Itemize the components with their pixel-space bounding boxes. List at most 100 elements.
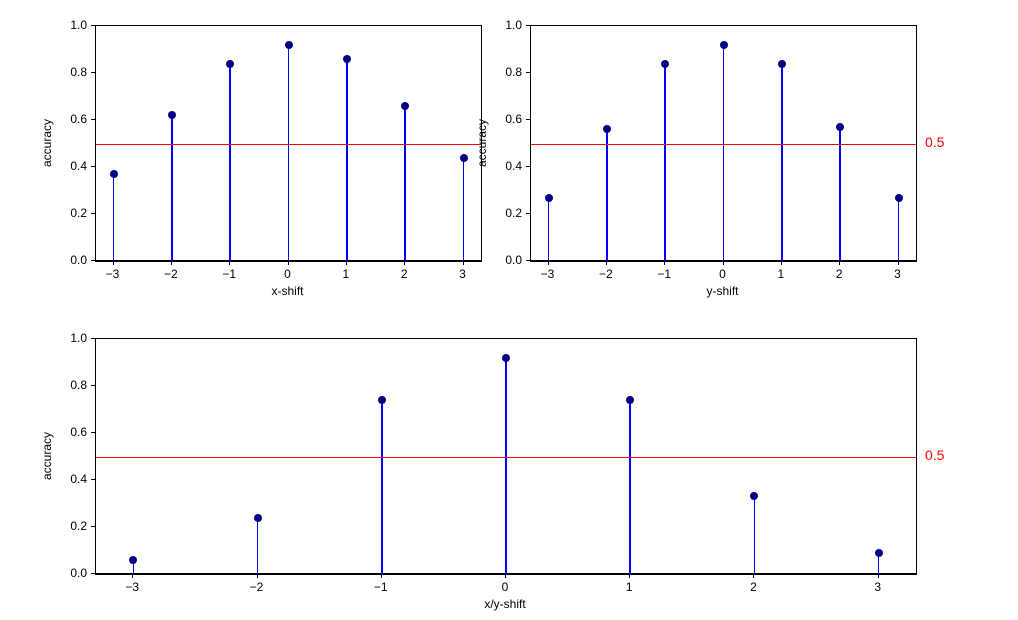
stem-line <box>257 518 259 574</box>
tick-label-x: −1 <box>222 267 236 281</box>
tick-label-x: −1 <box>374 580 388 594</box>
tick-x <box>505 574 506 578</box>
tick-y <box>91 166 95 167</box>
stem-marker <box>502 354 510 362</box>
tick-x <box>257 574 258 578</box>
tick-y <box>91 119 95 120</box>
tick-x <box>404 261 405 265</box>
stem-line <box>505 358 507 574</box>
stem-line <box>664 64 666 261</box>
stem-line <box>404 106 406 261</box>
stem-line <box>548 198 550 261</box>
stem-marker <box>254 514 262 522</box>
stem-marker <box>460 154 468 162</box>
tick-label-y: 0.8 <box>70 65 87 79</box>
tick-x <box>664 261 665 265</box>
stem-line <box>381 400 383 574</box>
stem-line <box>898 198 900 261</box>
xlabel: x/y-shift <box>484 597 525 611</box>
tick-label-x: −1 <box>657 267 671 281</box>
stem-marker <box>895 194 903 202</box>
stem-marker <box>226 60 234 68</box>
stem-line <box>723 45 725 261</box>
tick-x <box>132 574 133 578</box>
tick-label-x: 2 <box>836 267 843 281</box>
ylabel: accuracy <box>40 118 54 166</box>
tick-y <box>526 166 530 167</box>
tick-y <box>91 479 95 480</box>
tick-x <box>171 261 172 265</box>
tick-x <box>381 574 382 578</box>
subplot-top-right <box>530 25 917 262</box>
tick-x <box>629 574 630 578</box>
stem-line <box>346 59 348 261</box>
threshold-line <box>96 144 481 145</box>
tick-label-x: −2 <box>164 267 178 281</box>
tick-label-x: −3 <box>541 267 555 281</box>
stem-marker <box>778 60 786 68</box>
tick-label-x: −2 <box>599 267 613 281</box>
tick-label-y: 0.4 <box>70 472 87 486</box>
stem-marker <box>545 194 553 202</box>
tick-x <box>878 574 879 578</box>
stem-marker <box>129 556 137 564</box>
tick-label-y: 0.0 <box>70 566 87 580</box>
subplot-top-left <box>95 25 482 262</box>
tick-x <box>723 261 724 265</box>
tick-label-x: −3 <box>106 267 120 281</box>
tick-label-x: 0 <box>719 267 726 281</box>
tick-x <box>463 261 464 265</box>
tick-y <box>91 432 95 433</box>
tick-y <box>91 72 95 73</box>
tick-x <box>548 261 549 265</box>
threshold-line <box>96 457 916 458</box>
tick-y <box>526 119 530 120</box>
tick-label-y: 0.2 <box>505 206 522 220</box>
tick-label-y: 0.2 <box>70 206 87 220</box>
stem-marker <box>168 111 176 119</box>
tick-y <box>526 72 530 73</box>
xlabel: y-shift <box>706 284 738 298</box>
stem-marker <box>720 41 728 49</box>
stem-line <box>113 174 115 261</box>
stem-marker <box>603 125 611 133</box>
stem-line <box>171 115 173 261</box>
tick-label-y: 0.4 <box>70 159 87 173</box>
stem-marker <box>401 102 409 110</box>
tick-y <box>526 25 530 26</box>
tick-label-y: 0.4 <box>505 159 522 173</box>
stem-line <box>629 400 631 574</box>
tick-y <box>91 25 95 26</box>
stem-line <box>229 64 231 261</box>
stem-line <box>754 496 756 574</box>
tick-label-x: 3 <box>894 267 901 281</box>
threshold-label: 0.5 <box>925 134 944 150</box>
tick-x <box>288 261 289 265</box>
threshold-label: 0.5 <box>925 447 944 463</box>
figure: −3−2−101230.00.20.40.60.81.0accuracyx-sh… <box>0 0 1018 620</box>
tick-x <box>781 261 782 265</box>
stem-marker <box>285 41 293 49</box>
tick-label-x: 1 <box>777 267 784 281</box>
tick-x <box>113 261 114 265</box>
tick-label-x: 3 <box>874 580 881 594</box>
tick-x <box>898 261 899 265</box>
stem-marker <box>626 396 634 404</box>
tick-label-x: 2 <box>401 267 408 281</box>
tick-label-x: 0 <box>502 580 509 594</box>
stem-marker <box>836 123 844 131</box>
tick-x <box>346 261 347 265</box>
tick-label-x: −3 <box>125 580 139 594</box>
xlabel: x-shift <box>271 284 303 298</box>
tick-label-y: 0.0 <box>505 253 522 267</box>
stem-marker <box>378 396 386 404</box>
tick-y <box>91 338 95 339</box>
tick-label-y: 0.0 <box>70 253 87 267</box>
tick-y <box>91 526 95 527</box>
tick-label-y: 0.2 <box>70 519 87 533</box>
stem-marker <box>661 60 669 68</box>
tick-label-x: 1 <box>626 580 633 594</box>
tick-y <box>91 260 95 261</box>
tick-label-x: −2 <box>250 580 264 594</box>
stem-line <box>463 158 465 261</box>
